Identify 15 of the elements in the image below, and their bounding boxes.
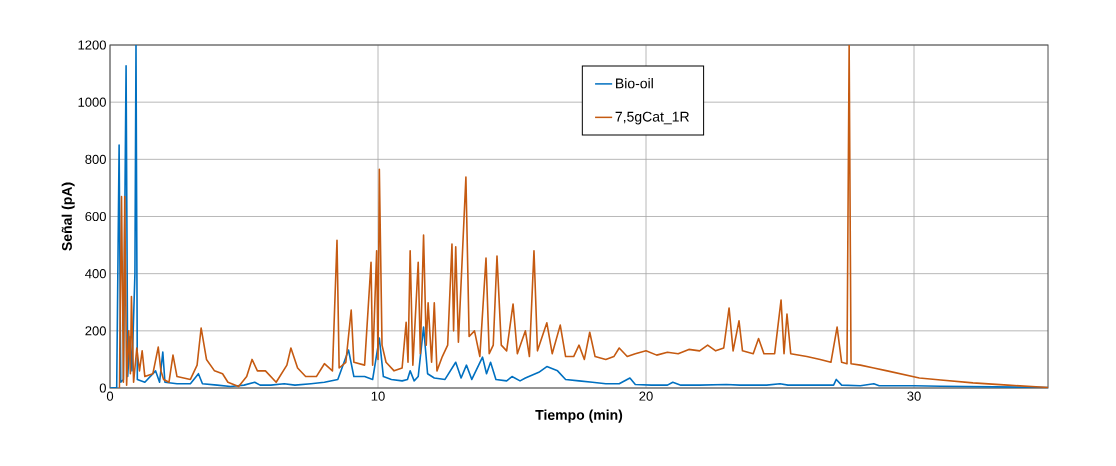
y-axis-title: Señal (pA) bbox=[61, 182, 75, 251]
x-axis-title: Tiempo (min) bbox=[535, 409, 623, 423]
y-tick-label: 1000 bbox=[78, 97, 106, 107]
y-tick-label: 0 bbox=[99, 383, 106, 393]
y-tick-label: 800 bbox=[85, 154, 106, 164]
x-tick-label: 10 bbox=[371, 391, 385, 401]
y-tick-label: 600 bbox=[85, 211, 106, 222]
x-tick-label: 0 bbox=[106, 391, 114, 401]
x-tick-label: 20 bbox=[639, 391, 653, 401]
y-tick-label: 200 bbox=[85, 326, 106, 336]
legend-label: Bio-oil bbox=[616, 78, 653, 89]
y-tick-label: 1200 bbox=[78, 40, 106, 50]
x-tick-label: 30 bbox=[907, 391, 921, 401]
legend-label: 7,5gCat_1R bbox=[615, 111, 689, 125]
y-tick-label: 400 bbox=[85, 269, 106, 279]
